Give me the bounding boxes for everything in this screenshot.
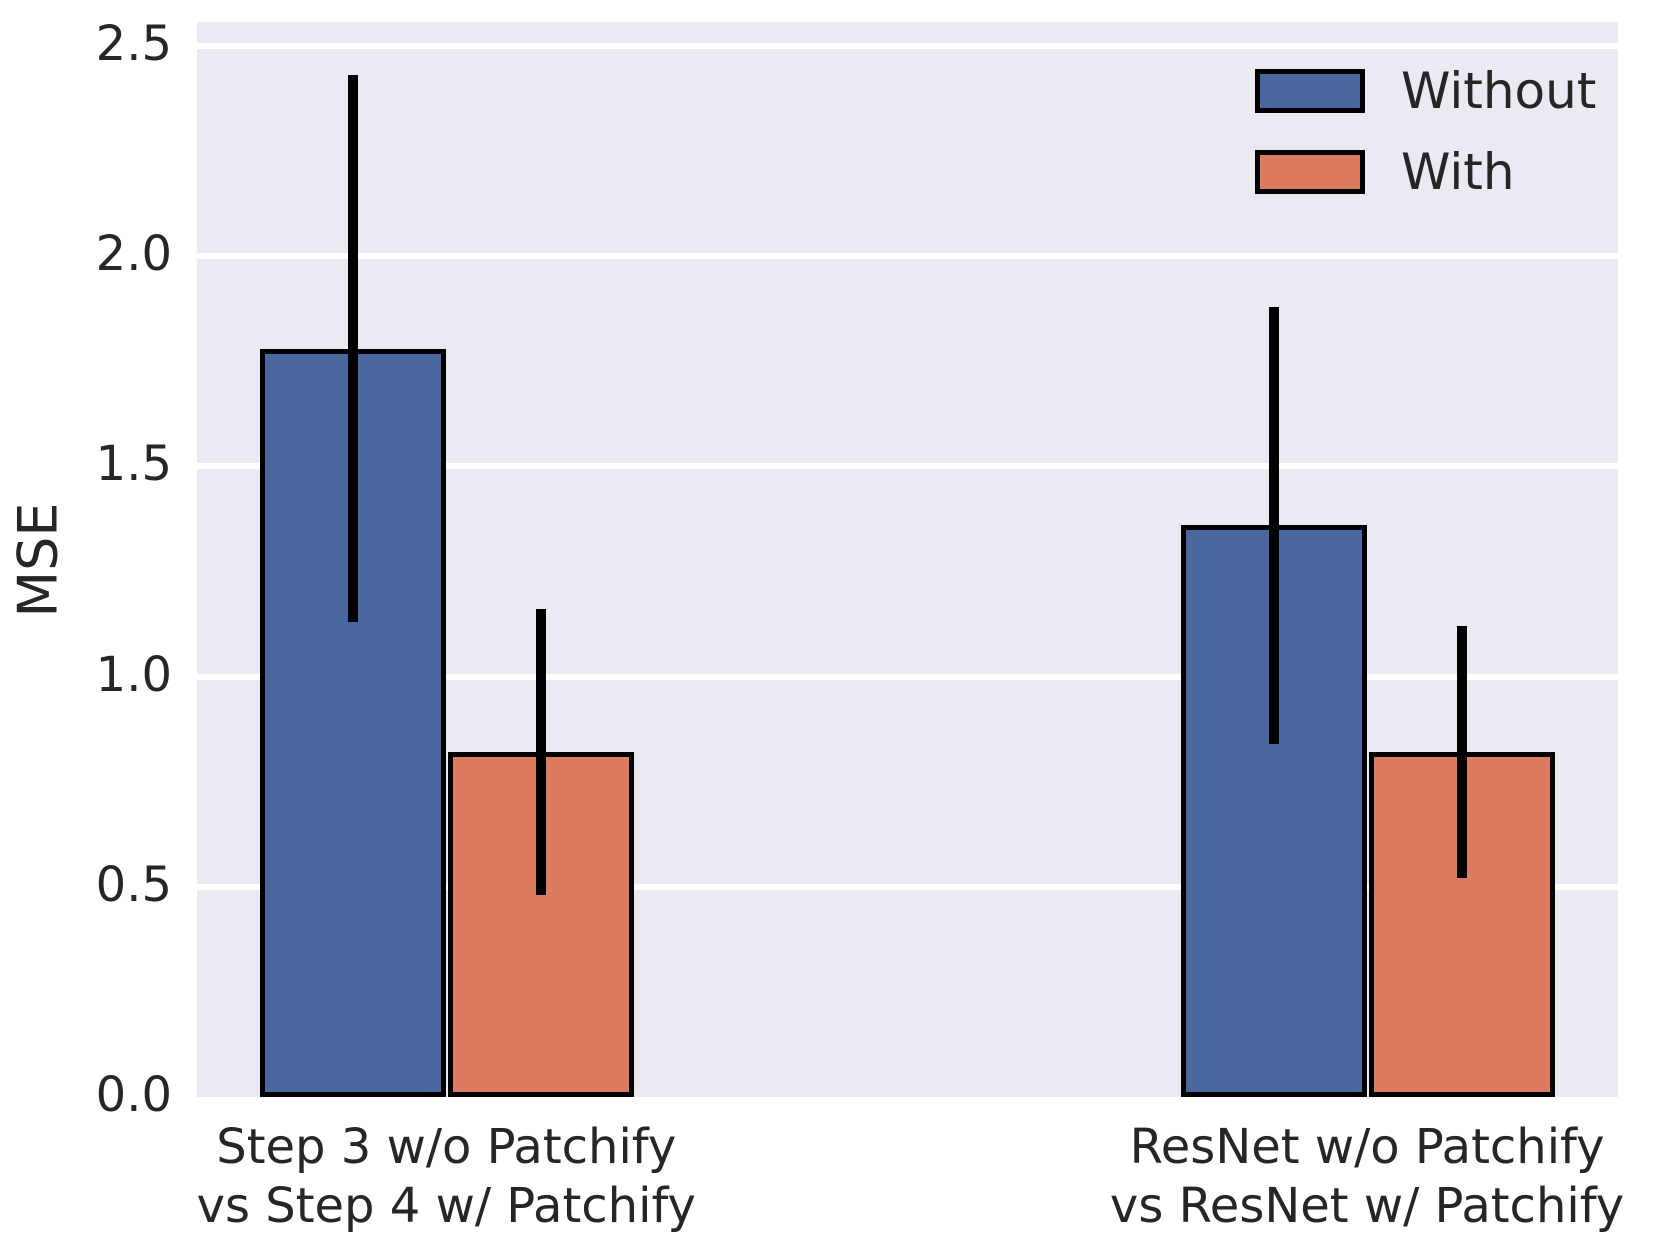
y-tick-label-1.5: 1.5 [95,436,172,493]
legend: Without With [1255,66,1596,197]
legend-row-without: Without [1255,66,1596,116]
x-tick-line2: vs Step 4 w/ Patchify [196,1177,696,1234]
x-tick-label-group1: Step 3 w/o Patchify vs Step 4 w/ Patchify [197,1118,696,1235]
legend-label-without: Without [1401,62,1597,120]
legend-row-with: With [1255,147,1596,197]
error-bar-without-group2 [1269,306,1280,744]
legend-swatch-without [1255,69,1365,113]
legend-swatch-with [1255,150,1365,194]
legend-label-with: With [1401,143,1515,201]
y-tick-label-0.0: 0.0 [95,1067,172,1124]
error-bar-with-group1 [536,609,547,896]
gridline-1 [197,673,1618,680]
y-tick-label-1.0: 1.0 [95,646,172,703]
bar-without-group1 [260,348,447,1097]
x-tick-line1: ResNet w/o Patchify [1129,1119,1605,1175]
y-tick-label-2.5: 2.5 [95,16,172,73]
y-tick-label-2.0: 2.0 [95,226,172,283]
error-bar-with-group2 [1457,626,1468,879]
gridline-2 [197,253,1618,260]
y-axis-label: MSE [6,502,70,617]
plot-area: Without With [197,22,1618,1097]
gridline-0.5 [197,883,1618,890]
gridline-2.5 [197,42,1618,49]
x-tick-line2: vs ResNet w/ Patchify [1109,1177,1625,1234]
error-bar-without-group1 [348,75,359,622]
x-tick-line1: Step 3 w/o Patchify [216,1119,677,1175]
gridline-1.5 [197,463,1618,470]
x-tick-label-group2: ResNet w/o Patchify vs ResNet w/ Patchify [1110,1118,1624,1235]
y-tick-label-0.5: 0.5 [95,856,172,913]
